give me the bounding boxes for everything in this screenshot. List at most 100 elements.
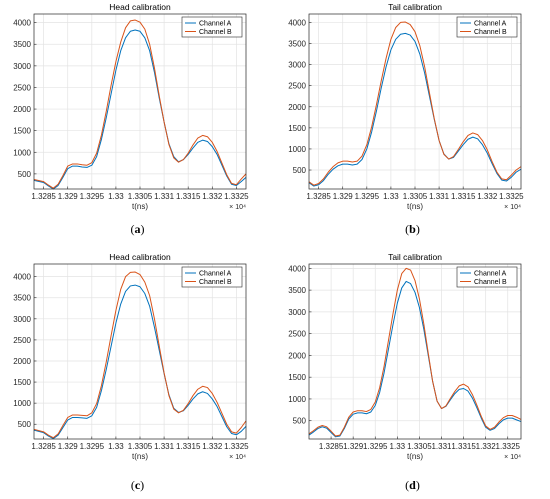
- x-axis-label: t(ns): [132, 452, 148, 461]
- x-tick-label: 1.3285: [319, 442, 344, 451]
- x-axis-exponent: × 10⁴: [229, 204, 246, 211]
- x-tick-label: 1.3295: [80, 192, 105, 201]
- legend-label: Channel A: [474, 21, 507, 28]
- series-line-channel-a: [308, 280, 522, 438]
- x-axis-exponent: × 10⁴: [504, 204, 521, 211]
- x-tick-label: 1.33: [108, 442, 124, 451]
- legend-label: Channel A: [474, 271, 507, 278]
- x-tick-label: 1.332: [202, 442, 223, 451]
- y-tick-label: 3000: [13, 62, 31, 71]
- x-axis-label: t(ns): [407, 202, 423, 211]
- axes-box: [308, 13, 522, 190]
- legend-label: Channel B: [199, 29, 232, 36]
- legend-box: [181, 16, 243, 38]
- y-tick-label: 1500: [288, 124, 306, 133]
- y-tick-label: 4000: [288, 264, 306, 273]
- x-tick-label: 1.3325: [224, 442, 249, 451]
- chart-title: Tail calibration: [388, 252, 442, 262]
- x-axis-exponent: × 10⁴: [229, 454, 246, 461]
- caption-d: (d): [405, 478, 420, 492]
- x-tick-label: 1.3295: [80, 442, 105, 451]
- chart-panel-d: 1.3285 1.329 1.3295 1.33 1.3305 1.331 1.3315 1.…: [275, 250, 550, 499]
- axes-box: [308, 263, 522, 440]
- series-line-channel-b: [308, 267, 522, 437]
- x-tick-label: 1.329: [333, 192, 354, 201]
- axes-box: [33, 13, 247, 190]
- y-tick-label: 4000: [288, 18, 306, 27]
- y-tick-label: 2000: [288, 103, 306, 112]
- x-tick-label: 1.3325: [496, 442, 521, 451]
- chart-svg-b: 1.3285 1.329 1.3295 1.33 1.3305 1.331 1.3315 1.…: [288, 2, 524, 211]
- x-tick-label: 1.332: [476, 442, 497, 451]
- x-tick-label: 1.33: [108, 192, 124, 201]
- legend-box: [456, 266, 518, 288]
- legend-label: Channel B: [474, 29, 507, 36]
- x-tick-label: 1.3305: [128, 192, 153, 201]
- x-tick-label: 1.3305: [128, 442, 153, 451]
- x-tick-label: 1.331: [431, 442, 452, 451]
- series-line-channel-b: [308, 21, 522, 186]
- x-tick-label: 1.332: [202, 192, 223, 201]
- y-tick-label: 4000: [13, 273, 31, 282]
- x-tick-label: 1.3315: [451, 192, 476, 201]
- chart-panel-c: 1.3285 1.329 1.3295 1.33 1.3305 1.331 1.3315 1.…: [0, 250, 275, 499]
- legend-label: Channel A: [199, 21, 232, 28]
- series-line-channel-a: [308, 32, 522, 187]
- chart-panel-b: 1.3285 1.329 1.3295 1.33 1.3305 1.331 1.3315 1.…: [275, 0, 550, 250]
- y-tick-label: 500: [18, 420, 32, 429]
- legend-box: [181, 266, 243, 288]
- series-line-channel-b: [33, 19, 247, 189]
- legend-box: [456, 16, 518, 38]
- caption-b: (b): [405, 222, 420, 236]
- y-tick-label: 3000: [13, 315, 31, 324]
- chart-panel-a: 1.3285 1.329 1.3295 1.33 1.3305 1.331 1.3315 1.…: [0, 0, 275, 250]
- y-tick-label: 2000: [13, 105, 31, 114]
- x-tick-label: 1.33: [390, 442, 406, 451]
- series-line-channel-b: [33, 271, 247, 439]
- x-tick-label: 1.329: [58, 442, 79, 451]
- y-tick-label: 1500: [288, 373, 306, 382]
- y-tick-label: 2500: [13, 336, 31, 345]
- x-tick-label: 1.3295: [355, 192, 380, 201]
- y-tick-label: 2000: [13, 357, 31, 366]
- chart-svg-a: 1.3285 1.329 1.3295 1.33 1.3305 1.331 1.3315 1.…: [13, 2, 249, 211]
- chart-svg-c: 1.3285 1.329 1.3295 1.33 1.3305 1.331 1.3315 1.…: [13, 252, 249, 461]
- legend-label: Channel B: [474, 279, 507, 286]
- legend-label: Channel B: [199, 279, 232, 286]
- y-tick-label: 3500: [13, 40, 31, 49]
- x-tick-label: 1.331: [429, 192, 450, 201]
- x-axis-label: t(ns): [132, 202, 148, 211]
- series-line-channel-a: [33, 29, 247, 190]
- x-tick-label: 1.3285: [31, 192, 56, 201]
- x-tick-label: 1.3315: [176, 192, 201, 201]
- y-tick-label: 3500: [13, 294, 31, 303]
- x-tick-label: 1.332: [477, 192, 498, 201]
- x-tick-label: 1.3305: [403, 192, 428, 201]
- x-tick-label: 1.3325: [499, 192, 524, 201]
- y-tick-label: 2500: [288, 82, 306, 91]
- x-tick-label: 1.331: [154, 192, 175, 201]
- x-tick-label: 1.3315: [176, 442, 201, 451]
- caption-a: (a): [130, 222, 145, 236]
- y-tick-label: 1000: [288, 395, 306, 404]
- legend-label: Channel A: [199, 271, 232, 278]
- y-tick-label: 3000: [288, 308, 306, 317]
- y-tick-label: 1000: [13, 148, 31, 157]
- x-tick-label: 1.3295: [363, 442, 388, 451]
- y-tick-label: 1000: [13, 399, 31, 408]
- y-tick-label: 2500: [288, 330, 306, 339]
- y-tick-label: 1000: [288, 145, 306, 154]
- y-tick-label: 2000: [288, 351, 306, 360]
- y-tick-label: 4000: [13, 19, 31, 28]
- x-tick-label: 1.33: [383, 192, 399, 201]
- x-tick-label: 1.3305: [407, 442, 432, 451]
- y-tick-label: 1500: [13, 127, 31, 136]
- y-tick-label: 500: [18, 170, 32, 179]
- x-tick-label: 1.3285: [31, 442, 56, 451]
- caption-c: (c): [130, 478, 145, 492]
- y-tick-label: 1500: [13, 378, 31, 387]
